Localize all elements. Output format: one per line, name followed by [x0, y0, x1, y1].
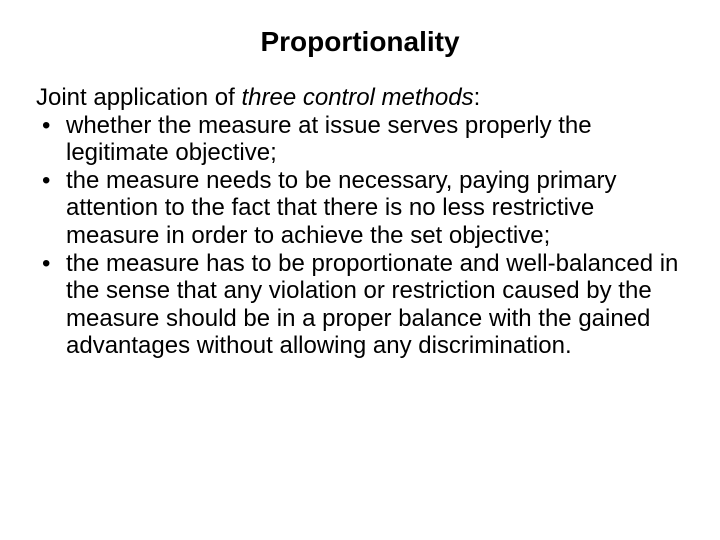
bullet-text: the measure has to be proportionate and … — [66, 250, 678, 360]
intro-suffix: : — [474, 84, 481, 111]
bullet-text: the measure needs to be necessary, payin… — [66, 167, 617, 249]
list-item: the measure has to be proportionate and … — [36, 250, 684, 360]
intro-italic: three control methods — [241, 84, 473, 111]
bullet-text: whether the measure at issue serves prop… — [66, 112, 592, 167]
intro-prefix: Joint application of — [36, 84, 241, 111]
bullet-list: whether the measure at issue serves prop… — [36, 112, 684, 360]
slide-title: Proportionality — [36, 26, 684, 58]
slide: Proportionality Joint application of thr… — [0, 0, 720, 540]
list-item: the measure needs to be necessary, payin… — [36, 167, 684, 250]
list-item: whether the measure at issue serves prop… — [36, 112, 684, 167]
intro-line: Joint application of three control metho… — [36, 84, 684, 112]
